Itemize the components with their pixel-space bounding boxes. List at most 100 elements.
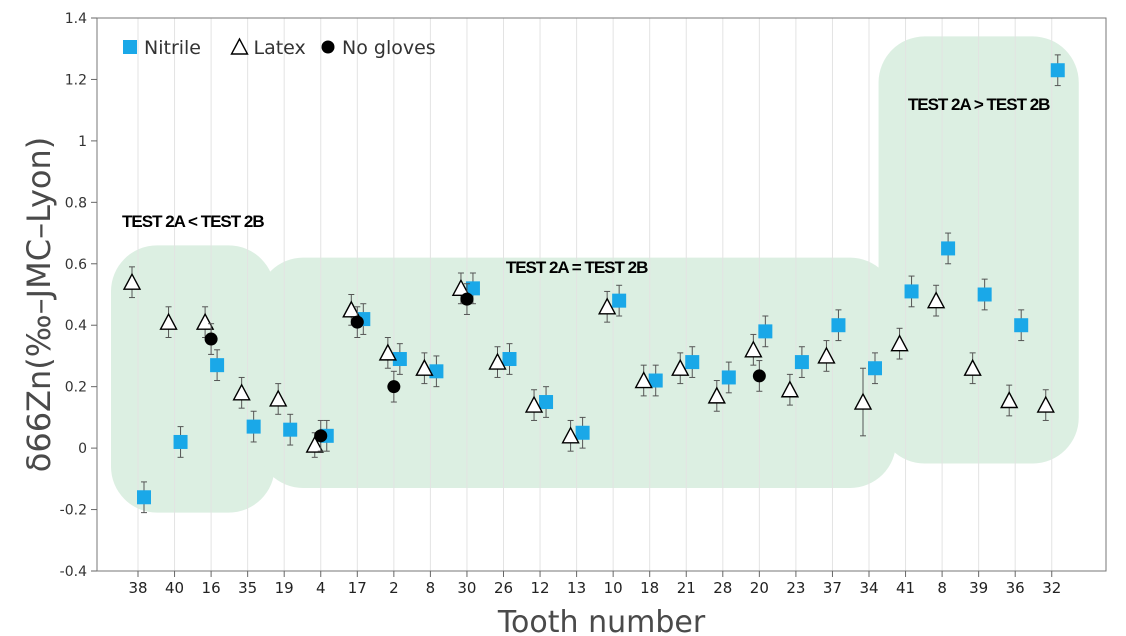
x-tick-label: 4 <box>316 579 326 597</box>
region-label-0: TEST 2A < TEST 2B <box>122 212 264 231</box>
square-point <box>539 395 554 410</box>
legend: Nitrile Latex No gloves <box>123 37 436 59</box>
square-point <box>685 355 700 370</box>
x-tick-label: 16 <box>202 579 221 597</box>
triangle-point <box>269 389 288 407</box>
x-tick-label: 13 <box>567 579 586 597</box>
region-label-1: TEST 2A = TEST 2B <box>506 258 648 277</box>
x-tick-label: 35 <box>238 579 257 597</box>
circle-point <box>387 380 401 394</box>
y-tick-label: 0.6 <box>65 257 87 273</box>
y-tick-label: 0.8 <box>65 195 87 211</box>
triangle-point <box>707 386 726 404</box>
triangle-point <box>963 358 982 376</box>
square-point <box>868 361 882 376</box>
x-tick-label: 2 <box>389 579 399 597</box>
circle-point <box>350 315 364 329</box>
x-tick-label: 12 <box>531 579 550 597</box>
x-tick-label: 32 <box>1042 579 1061 597</box>
y-tick-label: 1.2 <box>65 72 87 88</box>
square-point <box>575 425 590 440</box>
y-axis-title: δ66Zn(‰–JMC–Lyon) <box>20 137 58 472</box>
x-tick-label: 10 <box>604 579 623 597</box>
triangle-point <box>524 395 544 413</box>
x-tick-label: 40 <box>165 579 184 597</box>
square-point <box>429 364 444 379</box>
region-label-2: TEST 2A > TEST 2B <box>908 95 1050 114</box>
triangle-point <box>378 343 398 361</box>
x-tick-label: 28 <box>713 579 732 597</box>
square-point <box>758 324 773 339</box>
x-tick-label: 38 <box>128 579 147 597</box>
x-tick-label: 36 <box>1006 579 1025 597</box>
x-tick-label: 34 <box>859 579 878 597</box>
triangle-point <box>232 383 251 401</box>
circle-point <box>204 332 218 346</box>
y-tick-label: -0.4 <box>60 564 87 580</box>
series-no-gloves <box>204 283 766 452</box>
triangle-point <box>159 312 178 330</box>
x-tick-label: 30 <box>457 579 476 597</box>
x-tick-label: 8 <box>937 579 947 597</box>
square-point <box>904 284 919 299</box>
square-point <box>137 490 151 505</box>
circle-point <box>314 429 328 443</box>
triangle-point <box>853 392 873 410</box>
triangle-point <box>890 334 909 352</box>
x-tick-label: 19 <box>275 579 294 597</box>
vertical-gridlines <box>137 18 1053 571</box>
legend-label: No gloves <box>342 37 436 59</box>
y-tick-label: 0.2 <box>65 380 87 396</box>
triangle-point <box>342 300 361 318</box>
x-tick-label: 18 <box>640 579 659 597</box>
x-tick-label: 37 <box>823 579 842 597</box>
triangle-point <box>561 426 580 444</box>
triangle-point <box>488 352 507 370</box>
triangle-point <box>597 297 617 315</box>
y-tick-label: 1 <box>78 134 87 150</box>
y-tick-label: 0.4 <box>65 318 87 334</box>
triangle-point <box>305 435 324 453</box>
y-axis-ticks: 1.4 1.2 1 0.8 0.6 0.4 0.2 0 -0.2 -0.4 <box>60 11 97 580</box>
square-point <box>941 241 956 256</box>
x-tick-label: 20 <box>750 579 769 597</box>
square-point <box>246 419 261 434</box>
legend-label: Latex <box>254 37 306 59</box>
x-tick-label: 21 <box>677 579 696 597</box>
triangle-point <box>926 291 946 309</box>
legend-label: Nitrile <box>144 37 201 59</box>
square-point <box>1014 318 1029 333</box>
x-axis-title: Tooth number <box>497 605 706 636</box>
triangle-point <box>634 371 653 389</box>
square-point <box>831 318 846 333</box>
triangle-point <box>122 272 142 290</box>
triangle-point <box>195 312 215 330</box>
circle-point <box>460 292 474 306</box>
region-0 <box>111 245 275 513</box>
triangle-point <box>451 278 471 297</box>
legend-square-icon <box>123 40 137 54</box>
square-point <box>1050 63 1065 78</box>
square-point <box>648 373 663 388</box>
square-point <box>977 287 992 302</box>
series-latex <box>122 266 1055 458</box>
series-nitrile <box>137 54 1065 514</box>
triangle-point <box>744 340 763 358</box>
x-tick-label: 26 <box>494 579 513 597</box>
x-tick-label: 8 <box>426 579 436 597</box>
circle-point <box>752 369 766 383</box>
triangle-point <box>415 358 434 376</box>
triangle-point <box>780 380 800 398</box>
square-point <box>721 370 736 385</box>
square-point <box>612 293 627 308</box>
square-point <box>465 281 480 296</box>
square-point <box>392 352 407 367</box>
y-tick-label: 1.4 <box>65 11 87 27</box>
legend-triangle-icon <box>230 37 249 55</box>
triangle-point <box>817 346 836 364</box>
plot-area-frame <box>96 17 1107 572</box>
square-point <box>794 355 809 370</box>
legend-circle-icon <box>321 40 335 54</box>
square-point <box>173 434 188 449</box>
